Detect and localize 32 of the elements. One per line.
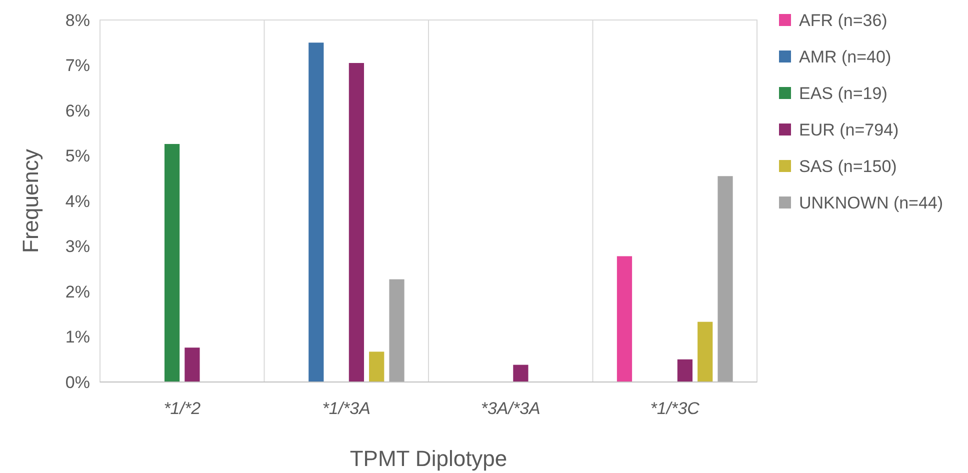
bar — [184, 348, 200, 382]
y-tick-label: 3% — [65, 237, 90, 256]
bar — [718, 176, 733, 382]
bar — [164, 144, 180, 382]
legend-label: SAS (n=150) — [799, 156, 897, 176]
y-tick-label: 2% — [65, 282, 90, 302]
legend-label: EUR (n=794) — [799, 120, 899, 140]
legend-label: EAS (n=19) — [799, 84, 888, 103]
bar — [369, 352, 384, 382]
y-tick-label: 0% — [65, 372, 90, 392]
bar — [348, 62, 364, 382]
bar — [389, 279, 404, 382]
y-tick-label: 5% — [65, 146, 90, 166]
legend-label: AMR (n=40) — [799, 47, 892, 66]
bar — [698, 322, 713, 382]
bar — [677, 359, 693, 382]
x-axis-title: TPMT Diplotype — [350, 446, 508, 471]
y-tick-label: 4% — [65, 192, 90, 211]
y-tick-label: 1% — [65, 328, 90, 347]
x-tick-label: *1/*3C — [650, 399, 700, 418]
y-tick-label: 7% — [65, 56, 90, 76]
y-tick-label: 8% — [65, 10, 90, 30]
y-tick-label: 6% — [65, 101, 90, 120]
bar — [513, 364, 528, 382]
x-tick-label: *1/*2 — [164, 399, 202, 418]
bar — [616, 256, 632, 382]
bar — [308, 42, 324, 382]
x-tick-label: *3A/*3A — [480, 399, 540, 418]
x-tick-label: *1/*3A — [322, 399, 370, 418]
legend-label: UNKNOWN (n=44) — [799, 193, 944, 212]
legend-label: AFR (n=36) — [799, 10, 888, 30]
y-axis-title: Frequency — [18, 149, 43, 253]
